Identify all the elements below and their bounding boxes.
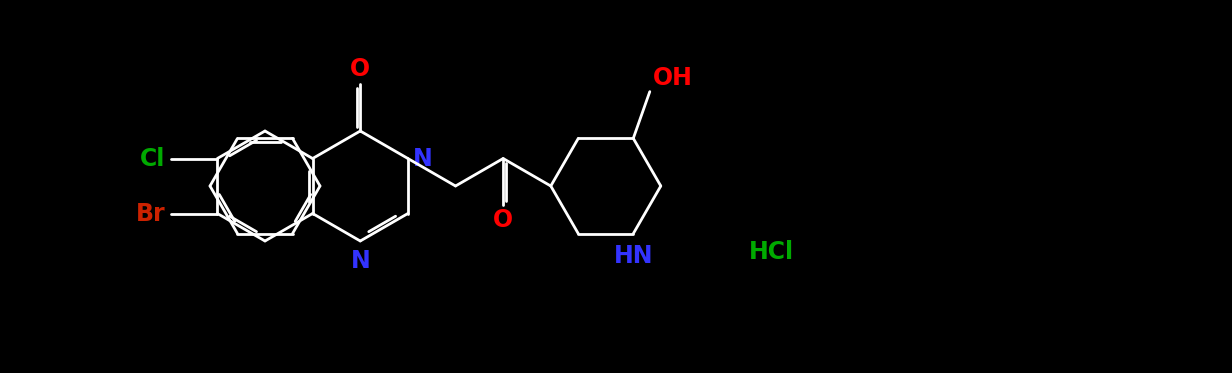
Text: Cl: Cl bbox=[140, 147, 165, 170]
Text: HCl: HCl bbox=[749, 240, 793, 264]
Text: O: O bbox=[350, 57, 371, 81]
Text: O: O bbox=[493, 208, 514, 232]
Text: OH: OH bbox=[653, 66, 692, 90]
Text: N: N bbox=[413, 147, 432, 170]
Text: HN: HN bbox=[614, 244, 653, 268]
Text: Br: Br bbox=[136, 201, 165, 226]
Text: N: N bbox=[350, 249, 370, 273]
